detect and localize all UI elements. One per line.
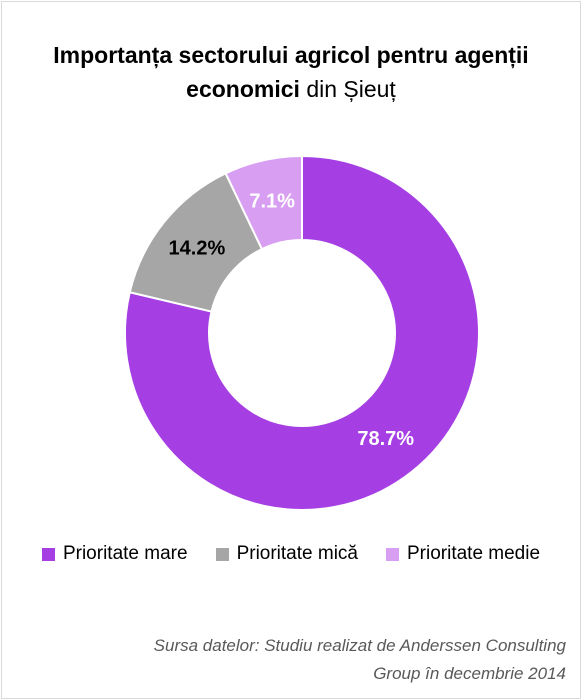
donut-slices	[124, 154, 480, 511]
slice-label-prioritate-medie: 7.1%	[249, 190, 295, 212]
chart-title-bold: Importanța sectorului agricol pentru age…	[53, 42, 529, 102]
slice-prioritate-mare	[124, 154, 480, 511]
legend-item-prioritate-mică: Prioritate mică	[215, 542, 358, 566]
legend-item-prioritate-medie: Prioritate medie	[385, 542, 541, 566]
slice-prioritate-medie	[224, 154, 303, 251]
chart-title: Importanța sectorului agricol pentru age…	[2, 38, 580, 106]
legend-swatch	[41, 547, 55, 561]
slice-label-prioritate-mare: 78.7%	[357, 428, 414, 450]
legend-swatch	[385, 547, 399, 561]
source-note: Sursa datelor: Studiu realizat de Anders…	[153, 636, 566, 683]
legend-label: Prioritate medie	[406, 543, 541, 564]
legend-label: Prioritate mică	[236, 543, 358, 564]
legend-swatch	[215, 547, 229, 561]
chart-title-rest: din Șieuț	[306, 76, 396, 102]
legend-item-prioritate-mare: Prioritate mare	[41, 542, 188, 566]
legend-label: Prioritate mare	[62, 543, 188, 564]
donut-labels: 78.7% 14.2% 7.1%	[169, 190, 415, 450]
chart-legend: Prioritate mare Prioritate mică Prioritate…	[2, 542, 580, 566]
slice-label-prioritate-mică: 14.2%	[169, 237, 226, 259]
